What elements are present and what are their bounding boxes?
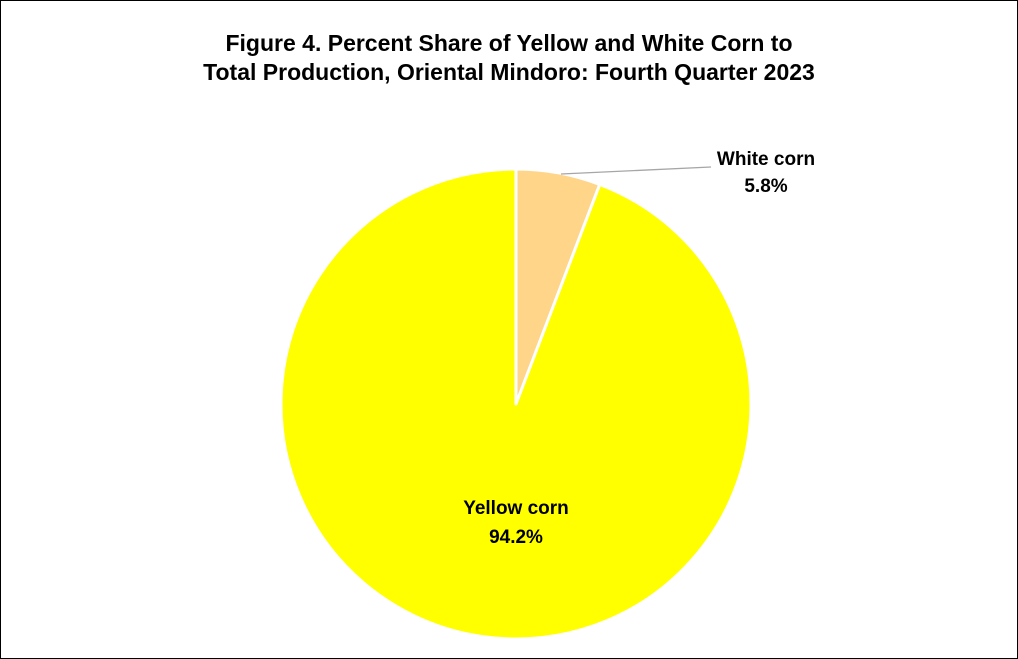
chart-title: Figure 4. Percent Share of Yellow and Wh… bbox=[1, 29, 1017, 87]
pie-slice-yellow-corn bbox=[279, 167, 753, 641]
white-corn-leader-line bbox=[560, 166, 712, 175]
chart-title-line-1: Figure 4. Percent Share of Yellow and Wh… bbox=[225, 30, 793, 56]
data-label-white-corn-name: White corn bbox=[717, 149, 815, 170]
pie-slices bbox=[279, 167, 753, 641]
chart-title-line-2: Total Production, Oriental Mindoro: Four… bbox=[203, 59, 815, 85]
data-label-white-corn-value: 5.8% bbox=[744, 176, 787, 197]
data-label-yellow-corn-name: Yellow corn bbox=[463, 498, 569, 519]
data-label-yellow-corn-value: 94.2% bbox=[489, 527, 543, 548]
